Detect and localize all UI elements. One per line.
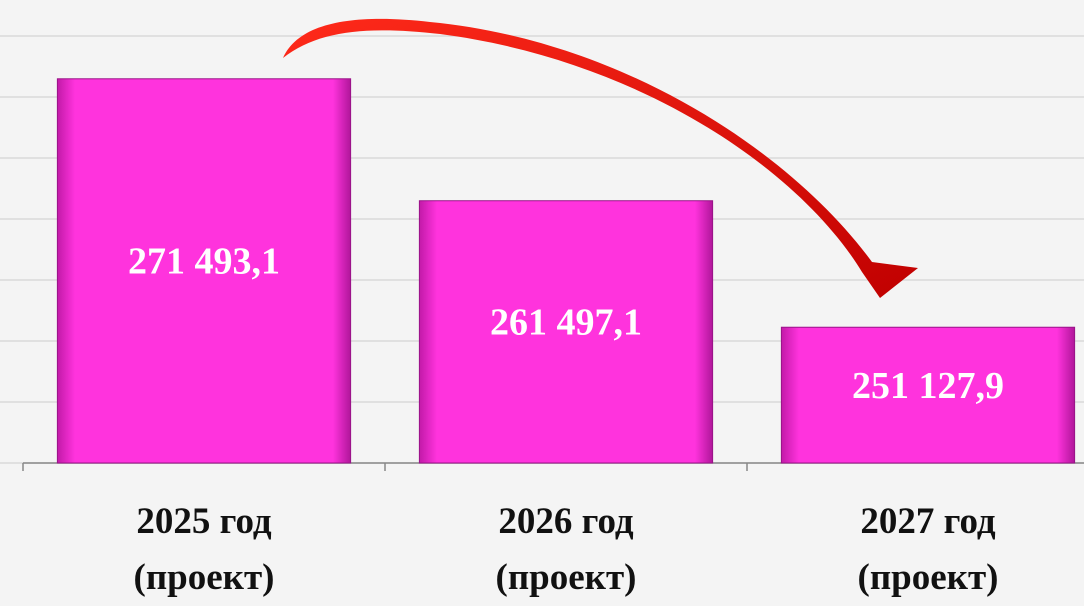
bars: 271 493,1 261 497,1 251 127,9	[56, 78, 1076, 464]
bar	[780, 326, 1076, 464]
x-tick-label: 2025 год (проект)	[133, 501, 275, 598]
x-tick-label: 2027 год (проект)	[857, 501, 999, 598]
value-label: 251 127,9	[852, 365, 1004, 407]
value-label: 261 497,1	[490, 302, 642, 344]
trend-arrow	[283, 18, 918, 299]
value-label: 271 493,1	[128, 241, 280, 283]
bar	[418, 200, 714, 464]
bar	[56, 78, 352, 464]
x-tick-label: 2026 год (проект)	[495, 501, 637, 598]
